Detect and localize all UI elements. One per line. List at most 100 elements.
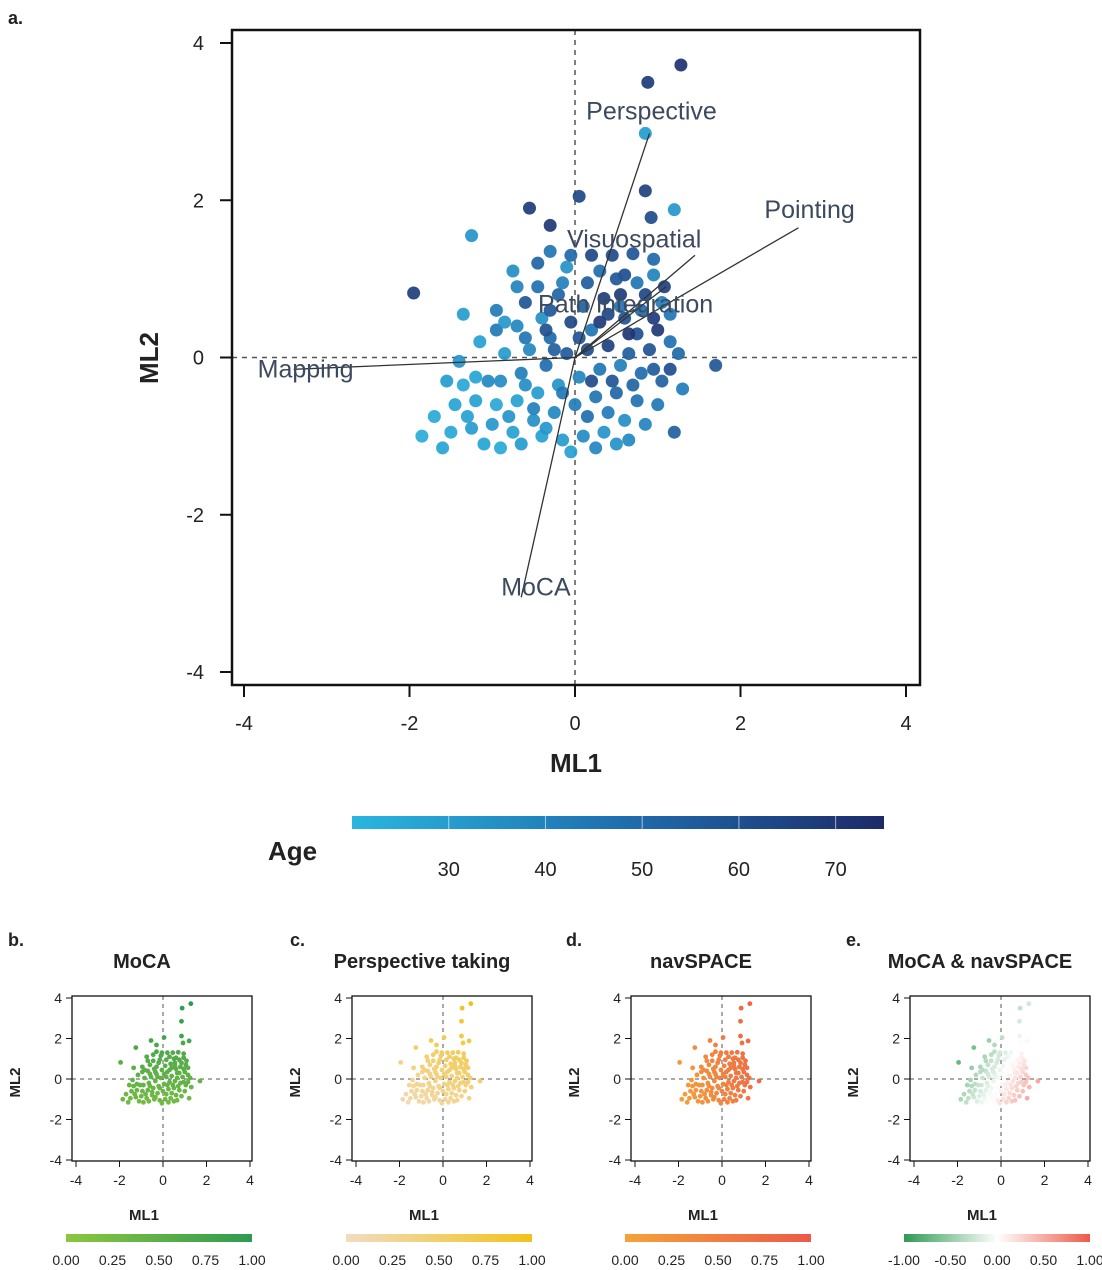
data-point [485, 417, 499, 431]
data-point [622, 347, 636, 361]
data-point [171, 1056, 177, 1062]
data-point [744, 1079, 750, 1085]
data-point [176, 1087, 182, 1093]
data-point [961, 1091, 967, 1097]
data-point [988, 1058, 994, 1064]
data-point [967, 1088, 972, 1094]
data-point [605, 248, 619, 262]
data-point [448, 398, 462, 412]
x-tick-label: -2 [393, 1172, 406, 1188]
data-point [711, 1078, 717, 1084]
data-point [1014, 1057, 1020, 1063]
data-point [172, 1063, 178, 1069]
data-point [518, 331, 532, 345]
data-point [454, 1097, 460, 1103]
data-point [976, 1093, 982, 1099]
data-point [740, 1055, 746, 1061]
data-point [454, 1070, 460, 1076]
data-point [417, 1082, 423, 1088]
data-point [1007, 1073, 1013, 1079]
data-point [980, 1067, 985, 1073]
data-point [695, 1098, 701, 1104]
data-point [720, 1071, 726, 1077]
data-point [622, 327, 636, 341]
data-point [437, 1057, 443, 1063]
data-point [995, 1057, 1001, 1063]
data-point [585, 248, 599, 262]
data-point [142, 1075, 147, 1081]
vector-label: Perspective [586, 97, 717, 125]
data-point [990, 1094, 996, 1100]
data-point [701, 1067, 706, 1073]
data-point [576, 299, 590, 313]
data-point [152, 1069, 158, 1075]
data-point [409, 1088, 414, 1094]
age-tick-label: 30 [438, 859, 460, 881]
data-point [719, 1088, 725, 1094]
y-axis-title: ML2 [566, 1068, 583, 1098]
colorbar-tick-label: 0.50 [145, 1252, 172, 1268]
data-point [739, 1040, 745, 1046]
y-tick-label: -4 [50, 1152, 63, 1168]
data-point [481, 374, 495, 388]
data-point [684, 1099, 690, 1105]
data-point [144, 1054, 150, 1060]
y-axis-title: ML2 [287, 1068, 304, 1098]
data-point [647, 362, 661, 376]
x-tick-label: 0 [997, 1172, 1005, 1188]
data-point [1004, 1086, 1009, 1092]
data-point [456, 307, 470, 321]
data-point [1024, 1038, 1030, 1044]
data-point [999, 1035, 1005, 1040]
colorbar-tick-label: 0.50 [704, 1252, 731, 1268]
data-point [432, 1078, 438, 1084]
data-point [184, 1058, 189, 1064]
data-point [614, 288, 628, 302]
data-point [738, 1093, 743, 1099]
data-point [543, 303, 557, 317]
x-axis-title: ML1 [129, 1207, 159, 1224]
data-point [597, 425, 611, 439]
data-point [585, 374, 599, 388]
data-point [427, 1062, 433, 1068]
x-tick-label: 0 [159, 1172, 167, 1188]
data-point [706, 1071, 712, 1077]
data-point [638, 126, 652, 140]
data-point [609, 437, 623, 451]
data-point [455, 1049, 461, 1055]
data-point [147, 1083, 153, 1089]
data-point [469, 394, 483, 408]
data-point [461, 1051, 467, 1057]
data-point [439, 1067, 445, 1073]
data-point [679, 1096, 685, 1102]
y-tick-label: 4 [613, 990, 621, 1006]
data-point [729, 1050, 735, 1056]
colorbar-tick-label: 0.25 [658, 1252, 685, 1268]
data-point [176, 1057, 182, 1063]
data-point [449, 1090, 455, 1096]
data-point [723, 1050, 729, 1056]
data-point [459, 1033, 464, 1039]
data-point [638, 288, 652, 302]
data-point [179, 1093, 184, 1099]
data-point [149, 1089, 155, 1095]
data-point [589, 390, 603, 404]
data-point [997, 1100, 1003, 1106]
data-point [551, 288, 565, 302]
colorbar-tick-label: 0.75 [751, 1252, 778, 1268]
age-colorbar-ticks: 30 40 50 60 70 [438, 816, 847, 881]
data-point [597, 292, 611, 306]
data-point [141, 1099, 146, 1105]
data-point [456, 378, 470, 392]
data-point [1000, 1096, 1006, 1102]
data-point [123, 1091, 129, 1097]
data-point [130, 1077, 135, 1083]
data-point [677, 1059, 682, 1065]
x-tick-label: -4 [908, 1172, 921, 1188]
data-point [738, 1018, 743, 1024]
data-point [601, 307, 615, 321]
data-point [969, 1065, 975, 1071]
y-tick-label: 0 [892, 1071, 900, 1087]
data-point [1017, 1018, 1022, 1024]
data-point [450, 1082, 456, 1088]
